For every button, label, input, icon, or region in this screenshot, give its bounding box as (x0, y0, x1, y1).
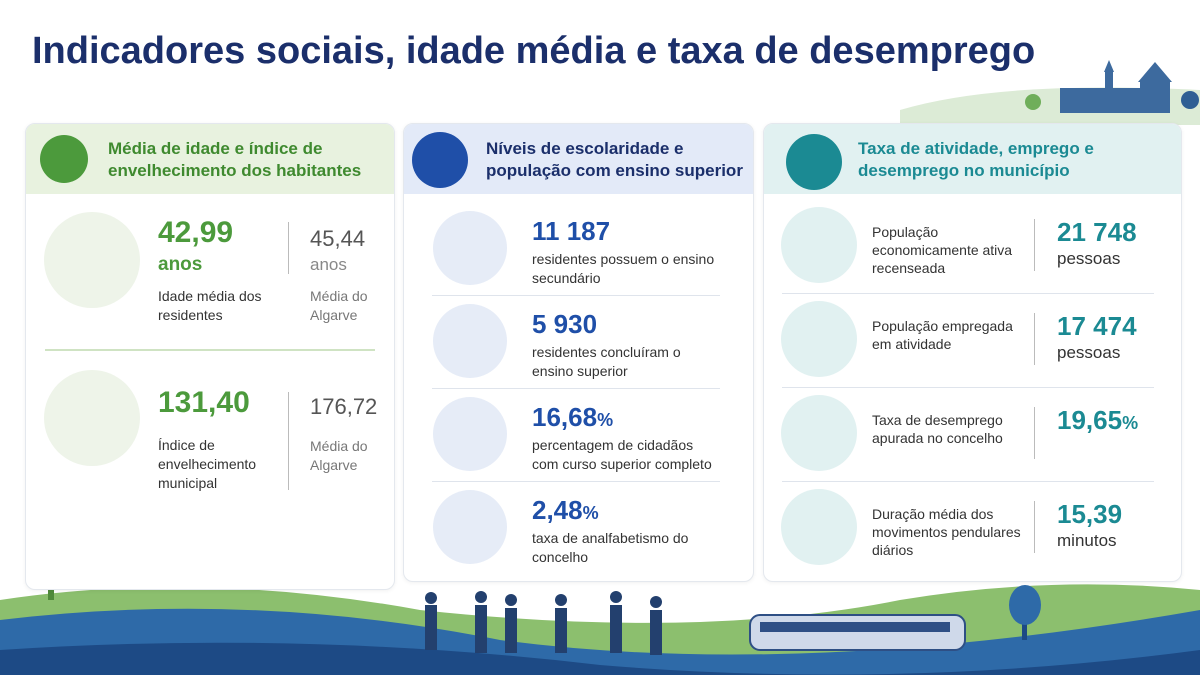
value-number: 16,68 (532, 402, 598, 432)
row-label: Taxa de desemprego apurada no concelho (872, 412, 1003, 446)
row-value: 19,65% (1057, 405, 1138, 436)
row-icon (781, 489, 857, 565)
value-unit: % (582, 503, 599, 523)
row-icon (433, 211, 507, 285)
value-number: 11 187 (532, 216, 611, 246)
aging-label: Índice de envelhecimento municipal (158, 437, 257, 491)
row-label: População economicamente ativa recensead… (872, 224, 1013, 276)
divider (45, 349, 375, 351)
row-unit: pessoas (1057, 343, 1121, 362)
divider (1034, 407, 1035, 459)
panel-icon (412, 132, 468, 188)
divider (288, 392, 289, 490)
value-unit: % (597, 410, 614, 430)
row-value: 16,68% (532, 402, 613, 433)
divider (288, 222, 289, 274)
panel-header: Taxa de atividade, emprego e desemprego … (764, 124, 1181, 194)
row-icon (781, 395, 857, 471)
divider (782, 293, 1154, 294)
row-label: percentagem de cidadãos com curso superi… (532, 437, 712, 472)
value-number: 21 748 (1057, 217, 1137, 247)
divider (1034, 501, 1035, 553)
icon-elderly (44, 370, 140, 466)
panel-title: Média de idade e índice de envelheciment… (108, 139, 362, 180)
row-icon (433, 397, 507, 471)
ref-unit: anos (310, 255, 347, 274)
ref-label: Média do Algarve (310, 288, 368, 323)
panel-header: Média de idade e índice de envelheciment… (26, 124, 394, 194)
divider (432, 388, 720, 389)
row-icon (433, 304, 507, 378)
row-label: Duração média dos movimentos pendulares … (872, 506, 1021, 558)
row-icon (781, 301, 857, 377)
value-number: 2,48 (532, 495, 583, 525)
icon-person (44, 212, 140, 308)
divider (1034, 313, 1035, 365)
row-label: residentes possuem o ensino secundário (532, 251, 715, 286)
age-value: 42,99 (158, 216, 234, 249)
ref-value: 45,44 (310, 226, 366, 251)
row-value: 21 748 (1057, 217, 1137, 248)
age-unit: anos (158, 254, 203, 275)
value-unit: % (1122, 413, 1139, 433)
value-number: 5 930 (532, 309, 598, 339)
panel-icon (786, 134, 842, 190)
row-unit: pessoas (1057, 249, 1121, 268)
row-label: População empregada em atividade (872, 318, 1013, 352)
ref-value: 176,72 (310, 394, 378, 419)
divider (782, 387, 1154, 388)
panel-title: Taxa de atividade, emprego e desemprego … (858, 139, 1094, 180)
value-number: 15,39 (1057, 499, 1123, 529)
panel-age: Média de idade e índice de envelheciment… (25, 123, 395, 590)
row-icon (781, 207, 857, 283)
row-value: 15,39 (1057, 499, 1122, 530)
panel-title: Níveis de escolaridade e população com e… (486, 139, 743, 180)
row-value: 17 474 (1057, 311, 1137, 342)
divider (1034, 219, 1035, 271)
divider (432, 481, 720, 482)
page-title: Indicadores sociais, idade média e taxa … (32, 30, 1036, 72)
row-label: residentes concluíram o ensino superior (532, 344, 681, 379)
value-number: 19,65 (1057, 405, 1123, 435)
panel-icon (40, 135, 88, 183)
ref-label: Média do Algarve (310, 438, 368, 473)
age-label: Idade média dos residentes (158, 288, 262, 323)
aging-value: 131,40 (158, 386, 250, 419)
row-value: 5 930 (532, 309, 597, 340)
row-icon (433, 490, 507, 564)
divider (432, 295, 720, 296)
row-value: 11 187 (532, 216, 610, 247)
row-unit: minutos (1057, 531, 1117, 550)
row-label: taxa de analfabetismo do concelho (532, 530, 689, 565)
divider (782, 481, 1154, 482)
value-number: 17 474 (1057, 311, 1137, 341)
row-value: 2,48% (532, 495, 599, 526)
panel-header: Níveis de escolaridade e população com e… (404, 124, 753, 194)
